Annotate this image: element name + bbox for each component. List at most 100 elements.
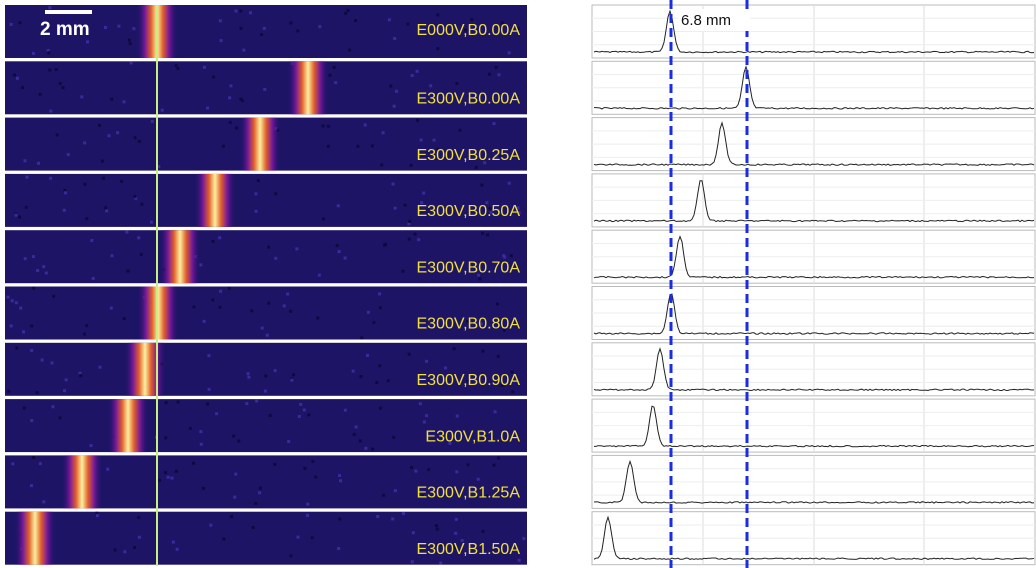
noise [488,207,492,211]
noise [310,536,314,540]
noise [174,469,178,473]
beam-stripe [195,173,235,227]
noise [371,447,375,451]
noise [466,379,470,383]
noise [411,531,415,535]
noise [516,206,520,210]
noise [440,542,444,546]
noise [517,211,521,215]
noise [335,243,339,247]
noise [9,22,13,26]
noise [360,336,364,340]
noise [126,269,130,273]
noise [116,131,120,135]
noise [481,529,485,533]
noise [302,408,306,412]
noise [20,86,24,90]
noise [157,165,161,169]
noise [245,402,249,406]
noise [466,463,470,467]
annotation-bg [678,9,750,31]
noise [378,364,382,368]
noise [486,233,490,237]
noise [407,352,411,356]
noise [215,412,219,416]
noise [192,461,196,465]
profile-curve [593,121,1035,166]
noise [32,286,36,290]
noise [50,361,54,365]
noise [509,254,513,258]
noise [419,138,423,142]
noise [234,9,238,13]
noise [23,257,27,261]
noise [176,66,180,70]
noise [494,65,498,69]
noise [246,372,250,376]
noise [105,209,109,213]
noise [209,523,213,527]
noise [133,136,137,140]
noise [416,118,420,122]
noise [229,84,233,88]
noise [46,48,50,52]
noise [336,204,340,208]
noise [256,179,260,183]
noise [132,27,136,31]
beam-stripe [240,117,280,171]
noise [219,39,223,43]
noise [466,319,470,323]
noise [409,163,413,167]
noise [365,353,369,357]
noise [358,439,362,443]
noise [48,68,52,72]
noise [348,48,352,52]
noise [455,414,459,418]
noise [40,358,44,362]
noise [222,537,226,541]
noise [392,435,396,439]
noise [338,474,342,478]
noise [22,406,26,410]
noise [286,292,290,296]
noise [420,201,424,205]
noise [415,69,419,73]
noise [228,120,232,124]
noise [410,465,414,469]
noise [122,100,126,104]
noise [51,405,55,409]
noise [174,64,178,68]
noise [422,420,426,424]
noise [439,561,443,565]
noise [305,513,309,517]
noise [103,25,107,29]
noise [274,256,278,260]
noise [128,42,132,46]
noise [381,131,385,135]
noise [292,373,296,377]
profile-curve [593,347,1035,392]
noise [211,239,215,243]
noise [483,161,487,165]
noise [328,73,332,77]
noise [240,99,244,103]
profile-curve [593,459,1035,504]
noise [206,402,210,406]
noise [418,402,422,406]
noise [425,359,429,363]
noise [188,426,192,430]
noise [296,29,300,33]
noise [380,163,384,167]
noise [137,515,141,519]
noise [413,232,417,236]
noise [164,471,168,475]
noise [389,84,393,88]
noise [66,153,70,157]
noise [83,182,87,186]
noise [32,456,36,460]
noise [78,371,82,375]
noise [164,436,168,440]
noise [366,310,370,314]
noise [166,475,170,479]
noise [289,21,293,25]
